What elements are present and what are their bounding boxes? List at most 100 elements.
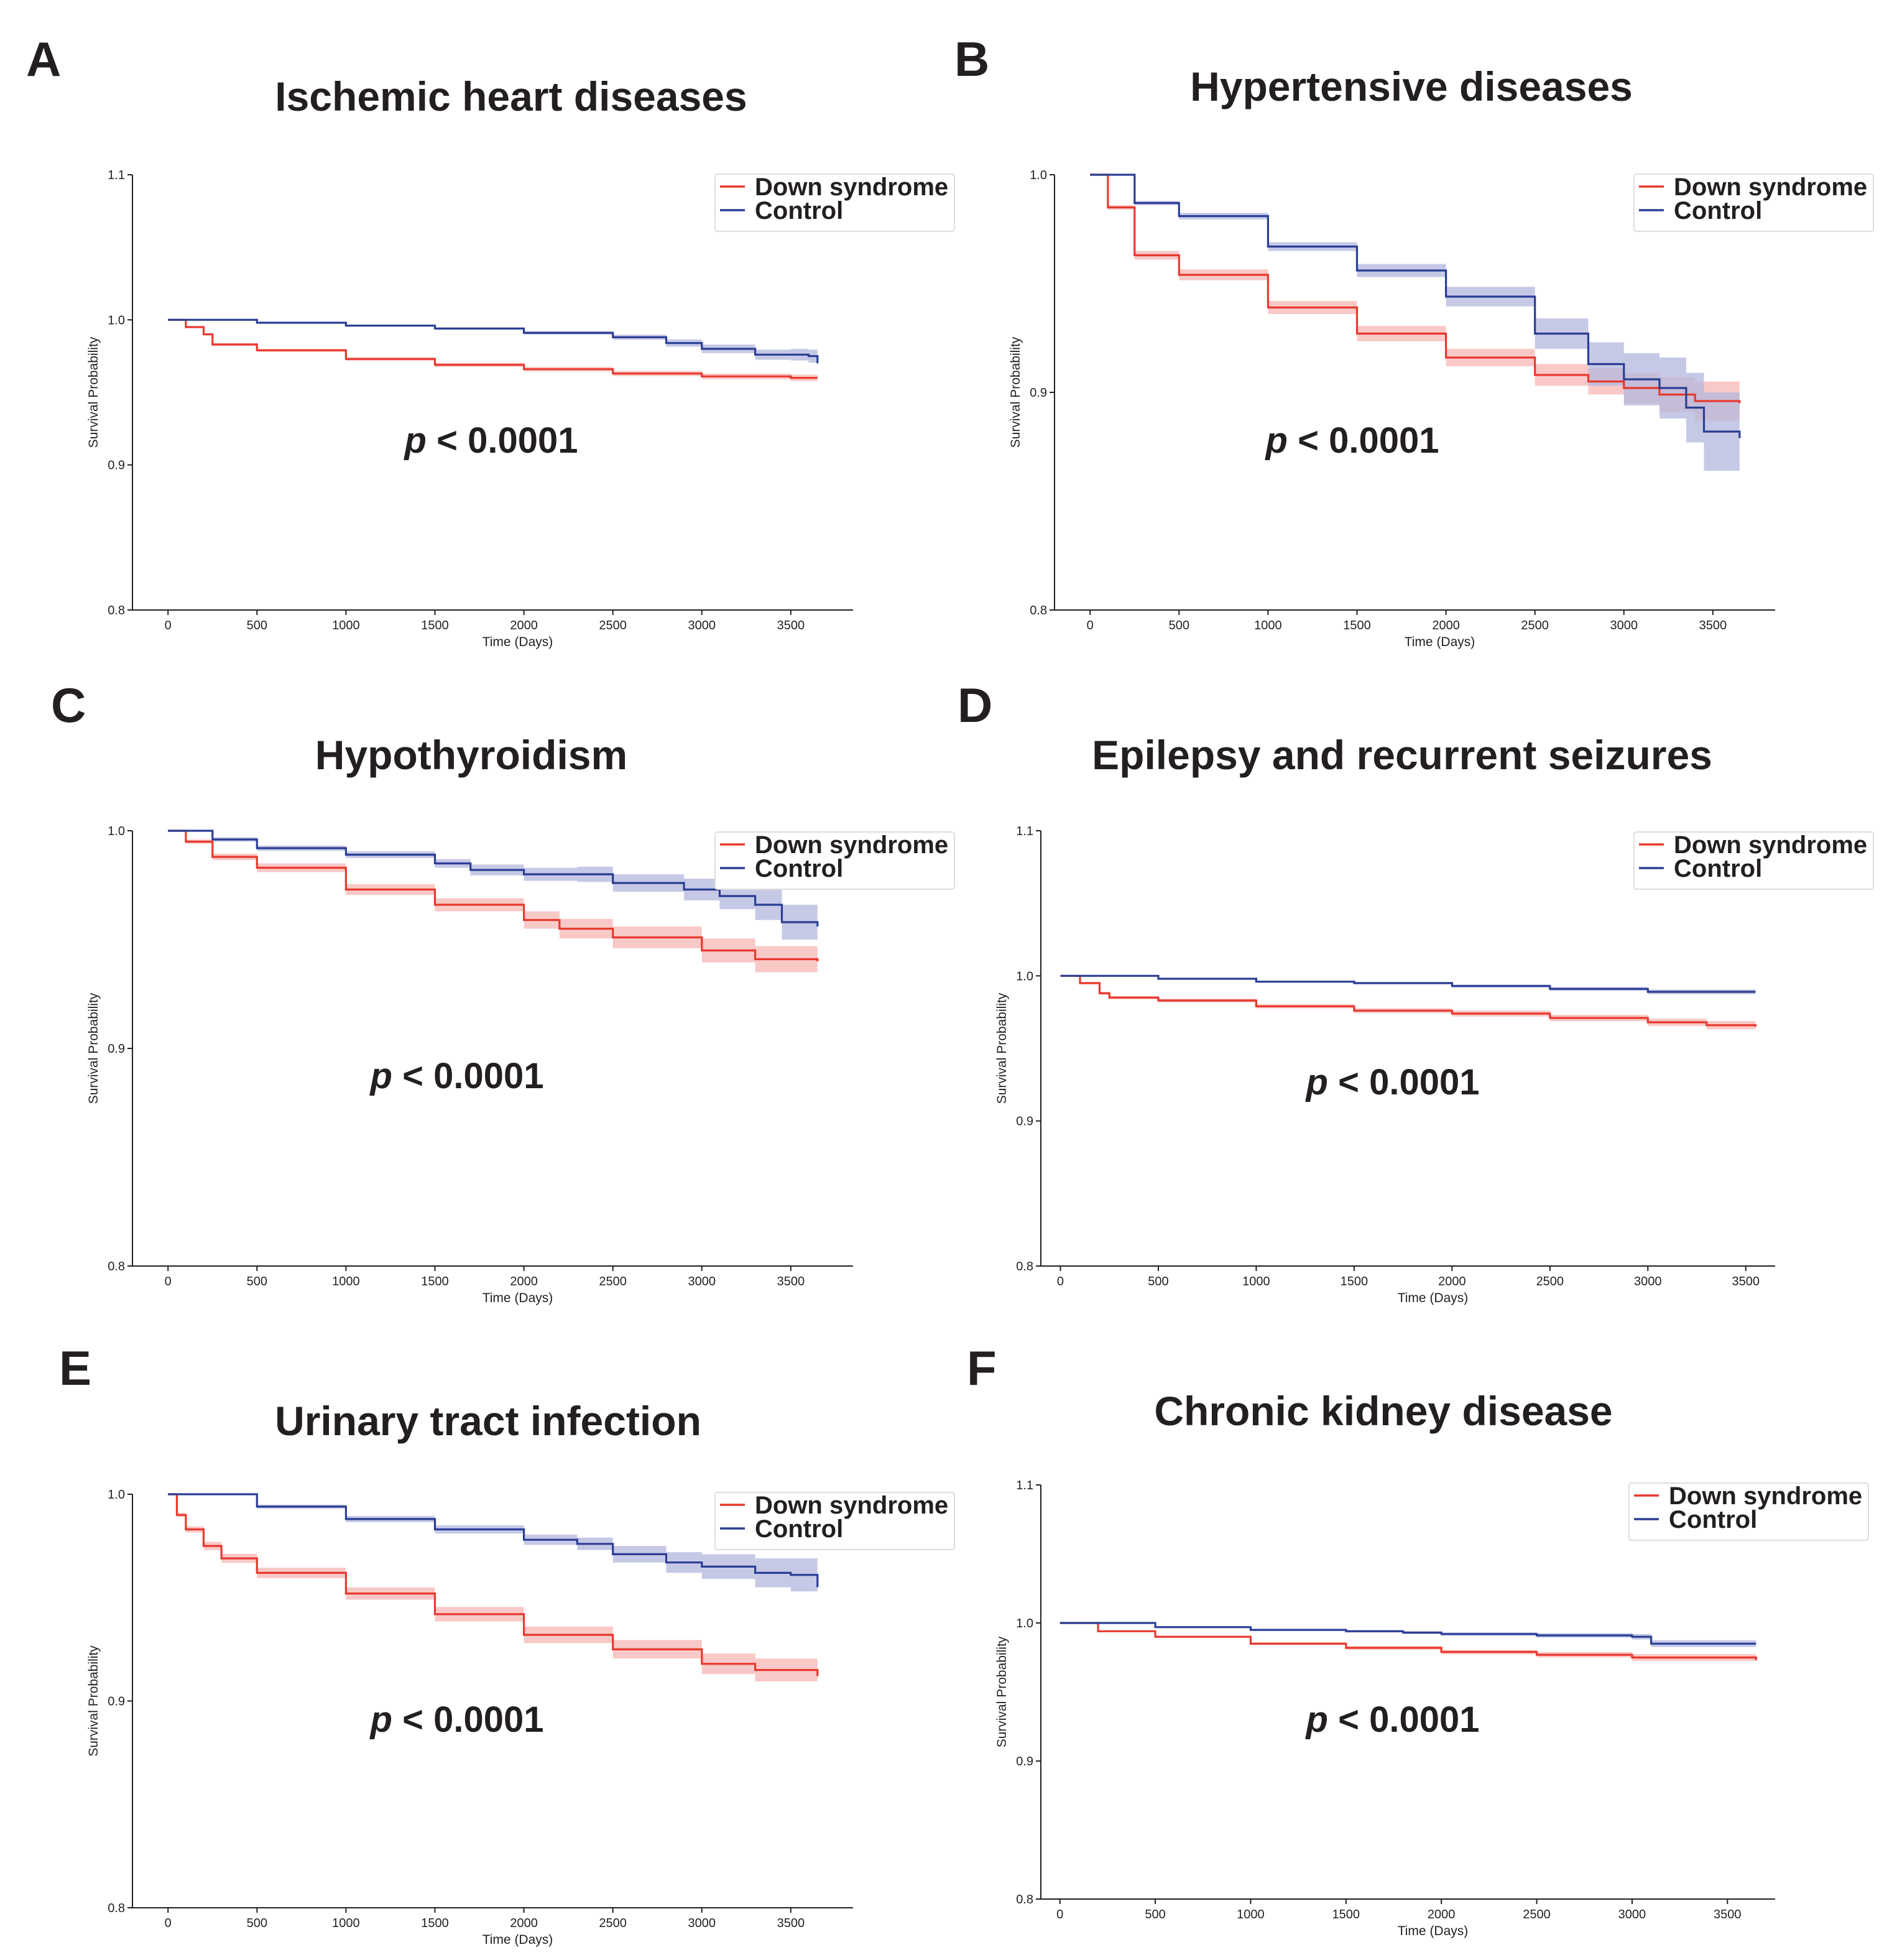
x-tick-label: 1500 (1343, 619, 1371, 632)
x-tick-label: 3500 (1714, 1908, 1742, 1921)
x-axis-label: Time (Days) (1398, 1291, 1469, 1305)
x-tick-label: 1500 (421, 1916, 449, 1930)
y-tick-label: 1.1 (1016, 1479, 1033, 1492)
survival-line-control (168, 1493, 819, 1588)
x-tick-label: 2500 (599, 619, 627, 632)
survival-line-down-syndrome (1060, 974, 1757, 1027)
legend-box (1633, 173, 1874, 232)
legend-label: Down syndrome (755, 173, 948, 201)
legend-label: Control (1669, 1506, 1757, 1533)
y-tick-label: 0.8 (1016, 1260, 1033, 1274)
y-tick-label: 0.8 (1016, 1893, 1033, 1907)
y-tick-label: 0.9 (1016, 1755, 1033, 1768)
panel-letter: C (51, 678, 86, 733)
x-tick-label: 1000 (1254, 619, 1282, 632)
y-tick-label: 1.0 (108, 313, 125, 327)
y-tick-label: 1.1 (108, 169, 125, 182)
x-tick-label: 500 (1169, 619, 1189, 632)
survival-line-control (168, 318, 819, 364)
x-tick-label: 2000 (510, 1916, 538, 1930)
y-tick-label: 1.0 (108, 825, 125, 838)
x-tick-label: 0 (1057, 1275, 1064, 1288)
legend-label: Control (755, 197, 843, 224)
ci-band-control (168, 320, 818, 371)
x-tick-label: 2000 (510, 1275, 538, 1288)
legend-box (714, 1492, 955, 1550)
x-axis-label: Time (Days) (1398, 1924, 1469, 1938)
legend-label: Down syndrome (1669, 1482, 1862, 1510)
p-value-italic: p (1305, 1699, 1328, 1740)
panel-letter: A (26, 32, 61, 86)
legend-label: Down syndrome (1674, 173, 1867, 201)
p-value-annotation: p < 0.0001 (369, 1056, 544, 1096)
survival-line-down-syndrome (1090, 173, 1741, 404)
p-value-text: < 0.0001 (1288, 420, 1439, 461)
panel-title: Chronic kidney disease (1154, 1388, 1612, 1434)
ci-band-down-syndrome (168, 1494, 818, 1689)
x-tick-label: 500 (247, 1275, 267, 1288)
p-value-text: < 0.0001 (392, 1056, 544, 1096)
y-tick-label: 0.8 (1030, 604, 1047, 617)
x-tick-label: 3000 (688, 1275, 716, 1288)
y-tick-label: 0.8 (108, 1260, 125, 1274)
x-tick-label: 2500 (599, 1916, 627, 1930)
legend-box (714, 831, 955, 890)
survival-line-control (1090, 173, 1741, 438)
y-tick-label: 0.9 (108, 1042, 125, 1056)
p-value-italic: p (1305, 1062, 1328, 1102)
survival-line-down-syndrome (168, 1493, 819, 1676)
x-tick-label: 1500 (1332, 1908, 1360, 1921)
p-value-italic: p (369, 1699, 392, 1740)
p-value-text: < 0.0001 (1328, 1699, 1480, 1740)
y-tick-label: 1.1 (1016, 825, 1033, 838)
p-value-text: < 0.0001 (427, 420, 578, 461)
legend-label: Down syndrome (755, 1492, 948, 1519)
panel-a: A Ischemic heart diseases 0 500 1000 1500 2000… (26, 32, 955, 649)
x-tick-label: 0 (1056, 1908, 1063, 1921)
legend-label: Control (755, 855, 843, 882)
x-tick-label: 3500 (1699, 619, 1727, 632)
legend-box (714, 173, 955, 232)
panel-letter: D (958, 678, 992, 733)
y-tick-label: 1.0 (1016, 1617, 1033, 1630)
y-tick-label: 0.8 (108, 1902, 125, 1915)
x-tick-label: 3000 (1618, 1908, 1646, 1921)
x-tick-label: 1000 (332, 1916, 360, 1930)
x-tick-label: 500 (1148, 1275, 1168, 1288)
x-tick-label: 1000 (1237, 1908, 1265, 1921)
x-tick-label: 3500 (1732, 1275, 1760, 1288)
y-axis-label: Survival Probability (995, 992, 1009, 1104)
p-value-italic: p (404, 420, 427, 461)
legend-box (1633, 831, 1874, 890)
panel-letter: B (954, 32, 989, 86)
x-tick-label: 500 (247, 1916, 267, 1930)
p-value-text: < 0.0001 (1328, 1062, 1480, 1102)
y-tick-label: 0.9 (1030, 386, 1047, 400)
x-tick-label: 3000 (688, 1916, 716, 1930)
survival-line-down-syndrome (1059, 1622, 1757, 1660)
legend-label: Control (1674, 855, 1762, 882)
panel-e: E Urinary tract infection 0 500 1000 1500 2000… (59, 1341, 955, 1947)
legend-label: Control (1674, 197, 1762, 224)
p-value-annotation: p < 0.0001 (369, 1699, 544, 1740)
p-value-italic: p (369, 1056, 392, 1096)
x-tick-label: 0 (165, 1916, 172, 1930)
x-tick-label: 1500 (421, 619, 449, 632)
x-tick-label: 2500 (1523, 1908, 1551, 1921)
y-tick-label: 0.9 (108, 459, 125, 473)
legend-box (1628, 1482, 1869, 1541)
x-tick-label: 0 (165, 619, 172, 632)
panel-letter: E (59, 1341, 91, 1395)
y-tick-label: 0.9 (1016, 1115, 1033, 1129)
p-value-annotation: p < 0.0001 (1305, 1699, 1480, 1740)
panel-title: Epilepsy and recurrent seizures (1092, 732, 1712, 778)
p-value-text: < 0.0001 (392, 1699, 544, 1740)
ci-band-control (1060, 976, 1756, 995)
x-tick-label: 2500 (1536, 1275, 1564, 1288)
